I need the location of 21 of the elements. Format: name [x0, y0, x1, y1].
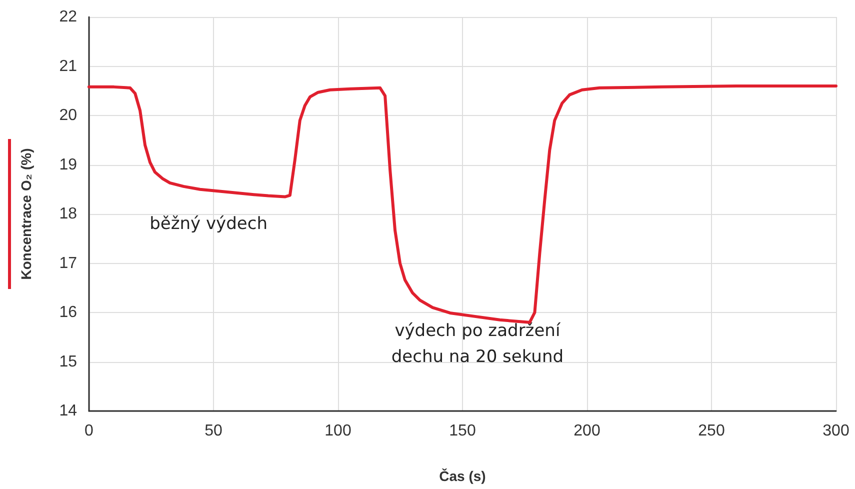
x-tick-label: 200	[574, 422, 600, 440]
y-tick-label: 22	[59, 8, 78, 26]
y-tick-label: 19	[59, 156, 78, 174]
y-tick-label: 20	[59, 107, 78, 124]
y-tick-label: 15	[59, 353, 78, 370]
annotation: běžný výdech	[150, 214, 268, 234]
y-tick-label: 18	[59, 206, 78, 222]
y-axis-title: Koncentrace O₂ (%)	[18, 148, 34, 280]
y-tick-label: 16	[59, 304, 78, 321]
line-series	[88, 84, 838, 324]
y-tick-label: 14	[59, 402, 78, 420]
y-tick-label: 17	[59, 254, 78, 272]
annotation: výdech po zadržení dechu na 20 sekund	[391, 321, 564, 368]
x-tick-label: 0	[84, 422, 94, 440]
x-axis-title: Čas (s)	[439, 468, 486, 484]
y-tick-label: 21	[59, 58, 78, 75]
x-tick-label: 250	[698, 422, 725, 440]
x-tick-label: 300	[822, 422, 850, 440]
x-tick-label: 50	[204, 422, 222, 440]
x-tick-label: 100	[324, 422, 352, 440]
x-tick-label: 150	[449, 422, 476, 440]
